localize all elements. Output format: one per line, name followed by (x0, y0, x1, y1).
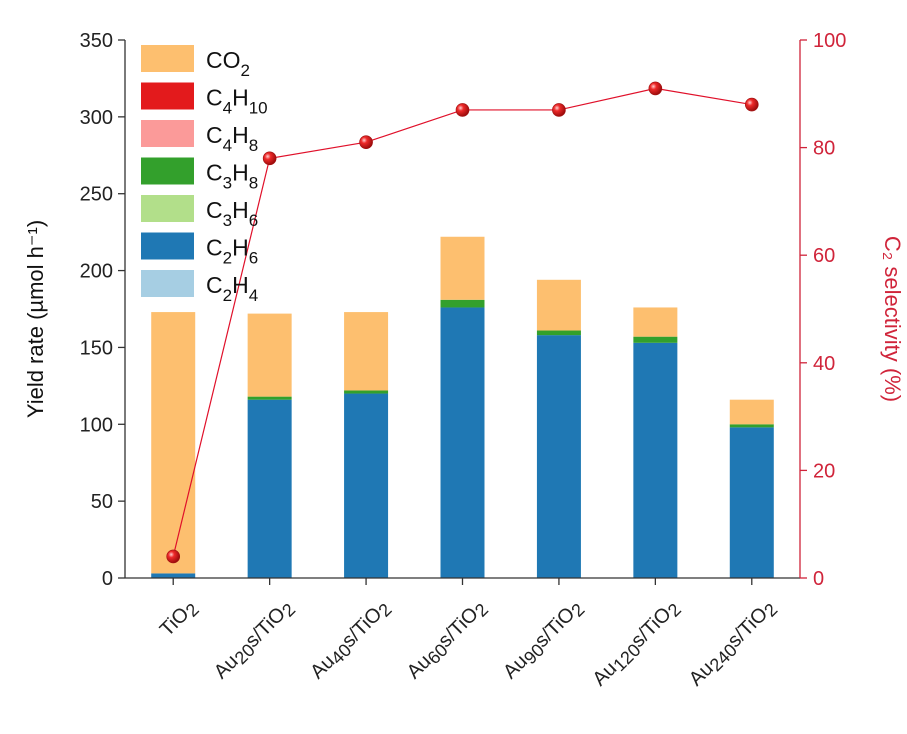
selectivity-point-2 (359, 135, 373, 150)
bar-c2h6-4 (536, 335, 581, 578)
selectivity-point-6 (744, 97, 759, 112)
y-tick-label: 150 (80, 337, 113, 359)
bar-c3h8-2 (344, 390, 389, 394)
selectivity-point-0 (166, 549, 181, 564)
bar-co2-0 (151, 312, 196, 574)
legend-swatch-c4h10 (141, 82, 194, 110)
y-tick-label: 50 (91, 491, 113, 513)
legend-label-c2h6: C2H6 (206, 235, 258, 268)
x-tick-label: Au20s/TiO2 (210, 596, 299, 685)
x-tick-label: Au40s/TiO2 (306, 596, 395, 685)
bar-group (151, 236, 774, 578)
x-tick-label: Au90s/TiO2 (499, 596, 588, 685)
legend-swatch-c2h4 (141, 270, 194, 297)
legend-label-c4h8: C4H8 (206, 122, 258, 155)
x-tick-label: TiO2 (156, 596, 203, 643)
bar-c2h6-0 (151, 573, 196, 578)
bar-co2-5 (633, 307, 678, 337)
bar-c2h6-6 (729, 427, 774, 578)
bar-c2h6-3 (440, 307, 485, 578)
y-tick-label: 350 (80, 30, 113, 52)
legend: CO2 C4H10 C4H8 C3H8 C3H6 C2H6 C2H4 (141, 45, 268, 305)
legend-swatch-c4h8 (141, 120, 194, 147)
y2-tick-label: 40 (813, 353, 835, 375)
bar-co2-3 (440, 236, 485, 300)
y2-tick-label: 80 (813, 138, 835, 160)
bar-co2-1 (247, 313, 292, 397)
selectivity-point-5 (648, 81, 663, 96)
y2-axis-title: C₂ selectivity (%) (880, 236, 905, 402)
axis-titles: Yield rate (µmol h⁻¹) C₂ selectivity (%) (23, 220, 905, 418)
bar-c2h6-1 (247, 399, 292, 578)
y-tick-label: 300 (80, 107, 113, 129)
legend-label-c4h10: C4H10 (206, 85, 268, 118)
y-tick-label: 200 (80, 261, 113, 283)
bar-c3h8-5 (633, 336, 678, 343)
selectivity-point-3 (455, 103, 470, 117)
legend-swatch-c3h8 (141, 157, 194, 185)
legend-label-c2h4: C2H4 (206, 272, 258, 305)
y2-tick-label: 60 (813, 245, 835, 267)
bar-c2h6-5 (633, 342, 678, 578)
legend-label-c3h8: C3H8 (206, 160, 258, 193)
legend-swatch-c3h6 (141, 195, 194, 222)
bar-co2-4 (536, 279, 581, 331)
bar-c3h8-3 (440, 299, 485, 308)
bar-co2-6 (729, 399, 774, 425)
bar-c3h8-4 (536, 330, 581, 336)
bar-c2h6-2 (344, 393, 389, 578)
x-tick-label: Au120s/TiO2 (588, 596, 685, 693)
bar-co2-2 (344, 312, 389, 391)
y-axis-title: Yield rate (µmol h⁻¹) (23, 220, 48, 418)
y-tick-label: 250 (80, 184, 113, 206)
y2-tick-label: 0 (813, 568, 824, 590)
selectivity-point-1 (262, 151, 277, 166)
y-tick-label: 0 (102, 568, 113, 590)
x-tick-label: Au60s/TiO2 (403, 596, 492, 685)
y-tick-label: 100 (80, 414, 113, 436)
bar-c3h8-1 (247, 396, 292, 400)
selectivity-point-4 (552, 103, 566, 117)
legend-label-c3h6: C3H6 (206, 197, 258, 230)
bar-c3h8-6 (729, 424, 774, 428)
y2-tick-label: 100 (813, 30, 846, 52)
selectivity-line-group (166, 81, 759, 564)
y2-tick-label: 20 (813, 460, 835, 482)
legend-swatch-c2h6 (141, 232, 194, 260)
x-tick-label: Au240s/TiO2 (685, 596, 782, 693)
legend-label-co2: CO2 (206, 47, 250, 80)
legend-swatch-co2 (141, 45, 194, 72)
